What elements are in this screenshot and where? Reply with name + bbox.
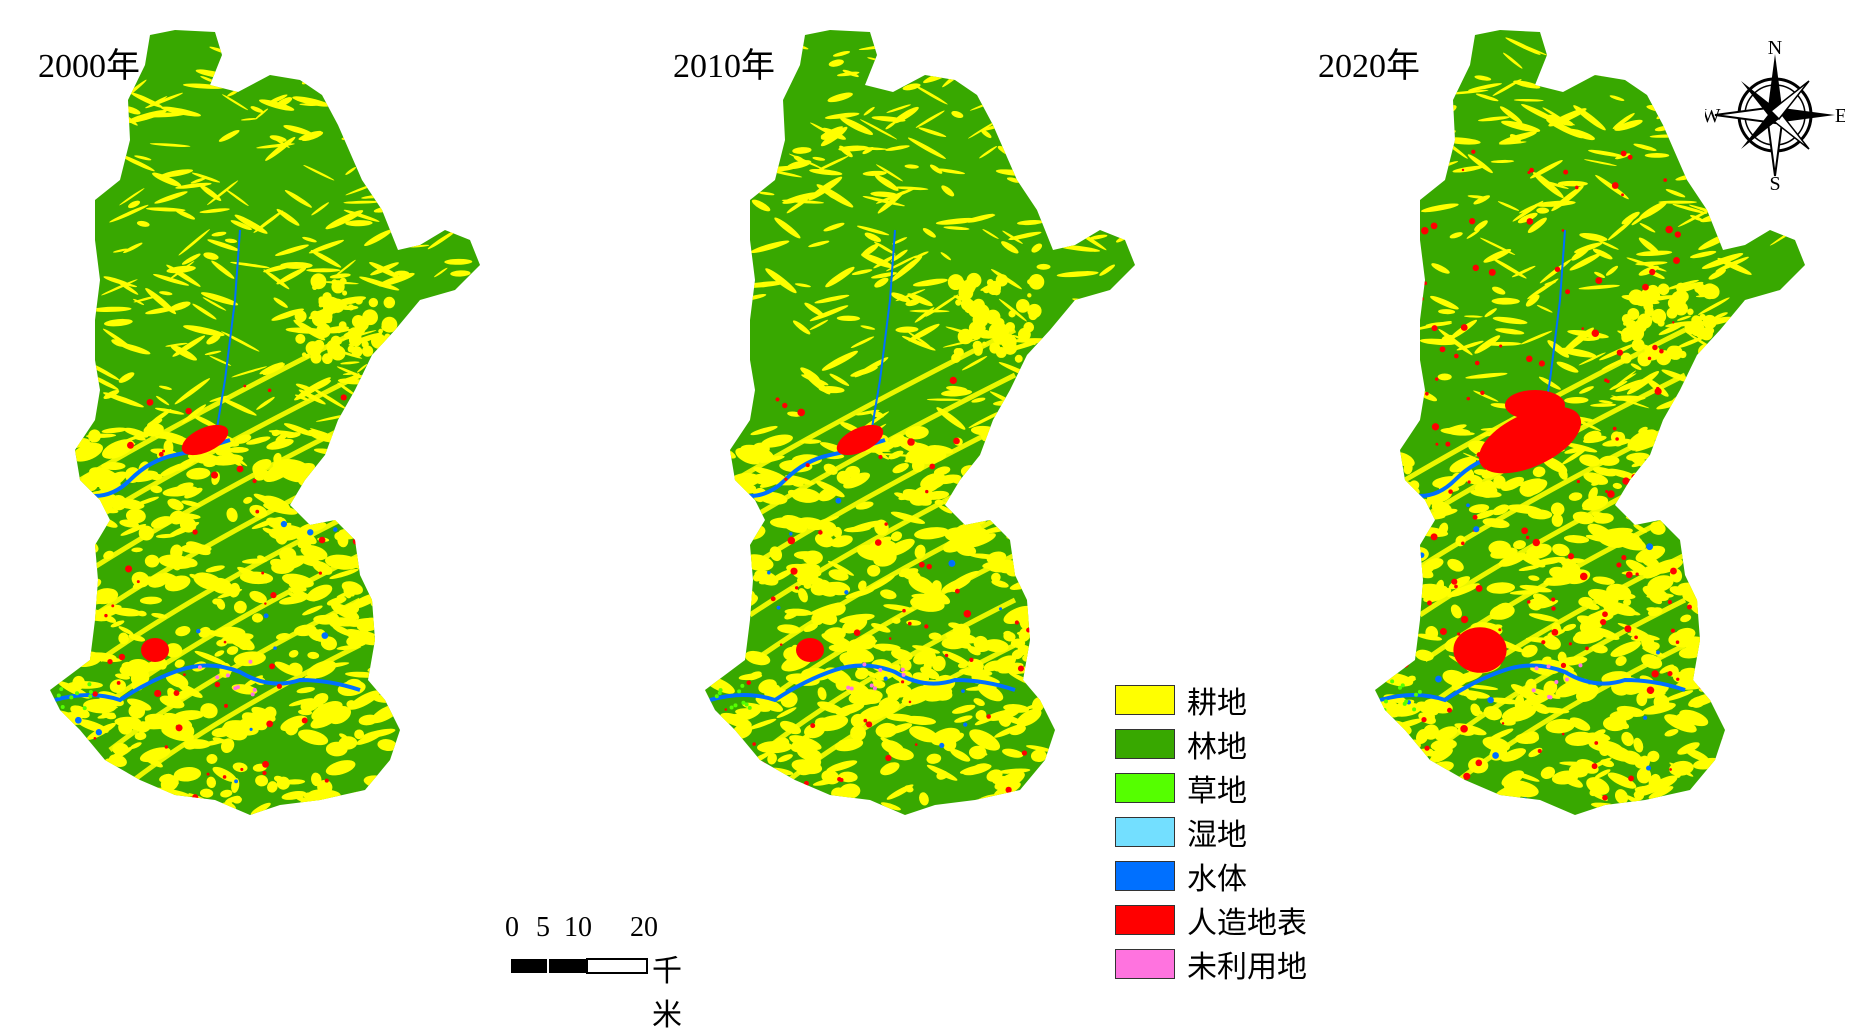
legend-item: 未利用地 <box>1115 942 1307 986</box>
legend-label: 湿地 <box>1187 818 1247 853</box>
legend: 耕地林地草地湿地水体人造地表未利用地 <box>1115 678 1307 986</box>
map-panel-2000: 2000年 <box>0 0 640 998</box>
north-arrow-icon: N S W E <box>1705 40 1845 190</box>
legend-item: 林地 <box>1115 722 1307 766</box>
scale-unit: 千米 <box>652 954 682 1033</box>
compass-w: W <box>1705 105 1721 127</box>
compass-s: S <box>1769 173 1780 190</box>
scale-tick: 0 <box>505 912 519 943</box>
scale-tick: 5 <box>536 912 550 943</box>
year-label: 2000年 <box>38 48 140 85</box>
land-use-map <box>50 30 480 815</box>
year-label: 2020年 <box>1318 48 1420 85</box>
year-label: 2010年 <box>673 48 775 85</box>
land-use-map <box>1375 30 1805 815</box>
land-use-map <box>705 30 1135 815</box>
legend-swatch <box>1115 817 1175 847</box>
legend-item: 草地 <box>1115 766 1307 810</box>
legend-label: 林地 <box>1187 730 1247 765</box>
legend-item: 耕地 <box>1115 678 1307 722</box>
legend-swatch <box>1115 861 1175 891</box>
compass-e: E <box>1835 105 1845 127</box>
legend-item: 水体 <box>1115 854 1307 898</box>
map-panel-2020: 2020年 <box>1280 0 1868 998</box>
legend-label: 水体 <box>1187 862 1247 897</box>
legend-label: 草地 <box>1187 774 1247 809</box>
legend-swatch <box>1115 905 1175 935</box>
legend-item: 人造地表 <box>1115 898 1307 942</box>
legend-swatch <box>1115 729 1175 759</box>
legend-swatch <box>1115 773 1175 803</box>
legend-swatch <box>1115 685 1175 715</box>
legend-label: 未利用地 <box>1187 950 1307 985</box>
scale-tick: 10 <box>564 912 592 943</box>
legend-label: 人造地表 <box>1187 906 1307 941</box>
scale-tick: 20 <box>630 912 658 943</box>
legend-swatch <box>1115 949 1175 979</box>
legend-item: 湿地 <box>1115 810 1307 854</box>
scale-bar-graphic <box>511 958 648 974</box>
legend-label: 耕地 <box>1187 686 1247 721</box>
map-panel-2010: 2010年 <box>635 0 1275 998</box>
compass-n: N <box>1768 40 1782 59</box>
